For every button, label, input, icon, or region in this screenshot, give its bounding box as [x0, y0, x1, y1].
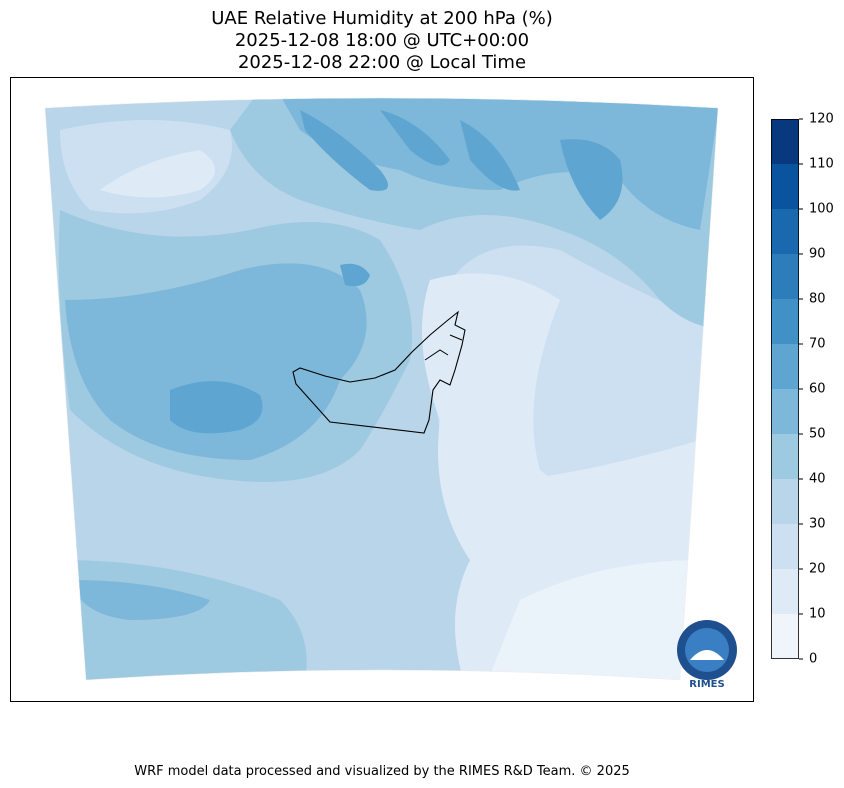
title-line: UAE Relative Humidity at 200 hPa (%): [211, 8, 552, 29]
colorbar-bin: [771, 524, 799, 569]
colorbar-bin: [771, 119, 799, 164]
colorbar-bin: [771, 479, 799, 524]
uae-border: [292, 310, 466, 434]
colorbar-tick-label: 30: [809, 517, 826, 532]
colorbar-tick-label: 0: [809, 652, 817, 667]
domain-edge: [44, 97, 719, 681]
colorbar-tick-label: 70: [809, 337, 826, 352]
title-line: 2025-12-08 18:00 @ UTC+00:00: [235, 30, 529, 51]
colorbar-bin: [771, 569, 799, 614]
colorbar-bin: [771, 344, 799, 389]
humidity-field: [45, 98, 718, 680]
colorbar-bin: [771, 209, 799, 254]
colorbar-tick-label: 60: [809, 382, 826, 397]
colorbar-tick-label: 110: [809, 157, 834, 172]
colorbar-tick-label: 120: [809, 112, 834, 127]
map-frame: [10, 77, 754, 702]
logo: RIMES: [677, 620, 737, 690]
colorbar-bin: [771, 614, 799, 659]
colorbar-bin: [771, 389, 799, 434]
colorbar-bin: [771, 254, 799, 299]
title-line: 2025-12-08 22:00 @ Local Time: [238, 52, 526, 73]
colorbar-bin: [771, 164, 799, 209]
colorbar-bin: [771, 434, 799, 479]
colorbar-tick-label: 90: [809, 247, 826, 262]
colorbar: 0 10 20 30 40 50 60 70 80 90 100 110 120: [771, 112, 834, 667]
colorbar-tick-label: 100: [809, 202, 834, 217]
logo-text: RIMES: [689, 679, 724, 690]
colorbar-tick-label: 10: [809, 607, 826, 622]
colorbar-tick-label: 80: [809, 292, 826, 307]
colorbar-tick-label: 20: [809, 562, 826, 577]
colorbar-outline: [771, 119, 799, 659]
emirate-border: [424, 334, 463, 361]
colorbar-tick-label: 50: [809, 427, 826, 442]
colorbar-tick-label: 40: [809, 472, 826, 487]
footer: WRF model data processed and visualized …: [134, 764, 630, 779]
colorbar-bin: [771, 299, 799, 344]
